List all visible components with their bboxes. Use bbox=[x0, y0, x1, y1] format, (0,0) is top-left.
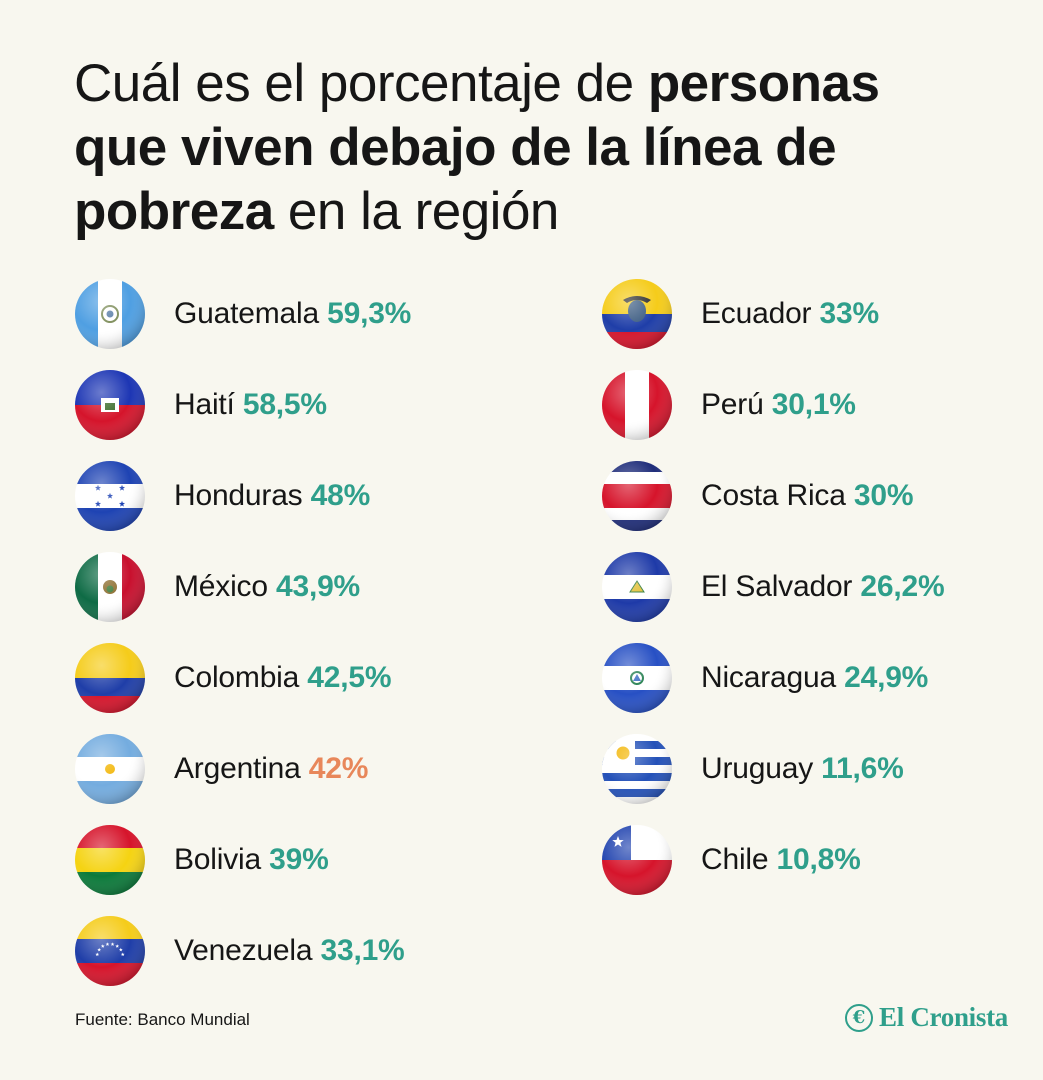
poverty-percentage: 42,5% bbox=[307, 660, 392, 694]
country-label: Guatemala 59,3% bbox=[174, 297, 411, 331]
title-regular-part: Cuál es el porcentaje de bbox=[74, 54, 648, 113]
country-name: Guatemala bbox=[174, 296, 319, 330]
country-row-ecuador: Ecuador 33% bbox=[601, 268, 944, 359]
country-list-left: Guatemala 59,3% Haití 58,5% Honduras 48% Mé… bbox=[74, 268, 411, 996]
country-name: Nicaragua bbox=[701, 660, 836, 694]
poverty-percentage: 43,9% bbox=[275, 569, 361, 603]
poverty-percentage: 58,5% bbox=[242, 387, 327, 421]
title-tail-part: en la región bbox=[273, 182, 560, 241]
nicaragua-flag-icon bbox=[602, 642, 672, 713]
argentina-flag-icon bbox=[75, 733, 145, 804]
poverty-percentage: 10,8% bbox=[776, 842, 861, 876]
country-label: Costa Rica 30% bbox=[701, 478, 914, 513]
country-row-bolivia: Bolivia 39% bbox=[74, 814, 411, 905]
brand-logo[interactable]: € El Cronista bbox=[845, 1002, 1008, 1033]
chart-title: Cuál es el porcentaje de personas que vi… bbox=[74, 52, 974, 244]
bolivia-flag-icon bbox=[75, 824, 145, 895]
colombia-flag-icon bbox=[75, 642, 145, 713]
poverty-percentage: 59,3% bbox=[327, 296, 412, 330]
country-label: Ecuador 33% bbox=[701, 297, 879, 331]
ecuador-flag-icon bbox=[602, 278, 672, 349]
country-label: Uruguay 11,6% bbox=[701, 752, 904, 786]
country-row-chile: Chile 10,8% bbox=[601, 814, 944, 905]
country-name: Ecuador bbox=[701, 296, 812, 330]
guatemala-flag-icon bbox=[75, 278, 145, 349]
country-row-guatemala: Guatemala 59,3% bbox=[74, 268, 411, 359]
mexico-flag-icon bbox=[75, 551, 145, 622]
country-row-haiti: Haití 58,5% bbox=[74, 359, 411, 450]
country-name: Argentina bbox=[174, 751, 301, 785]
country-label: Colombia 42,5% bbox=[174, 660, 392, 695]
el-salvador-flag-icon bbox=[602, 551, 672, 622]
country-name: Bolivia bbox=[174, 842, 261, 876]
country-name: Haití bbox=[174, 387, 235, 421]
country-name: El Salvador bbox=[701, 569, 853, 603]
costa-rica-flag-icon bbox=[602, 460, 672, 531]
country-row-el-salvador: El Salvador 26,2% bbox=[601, 541, 945, 632]
country-label: Argentina 42% bbox=[174, 752, 368, 786]
poverty-percentage: 42% bbox=[308, 751, 369, 785]
haiti-flag-icon bbox=[75, 369, 145, 440]
country-name: Uruguay bbox=[701, 751, 813, 785]
country-name: Perú bbox=[701, 387, 764, 421]
country-row-nicaragua: Nicaragua 24,9% bbox=[601, 632, 944, 723]
country-row-peru: Perú 30,1% bbox=[601, 359, 944, 450]
country-label: Haití 58,5% bbox=[174, 388, 327, 422]
country-label: Bolivia 39% bbox=[174, 843, 329, 877]
poverty-percentage: 48% bbox=[310, 478, 371, 512]
brand-name: El Cronista bbox=[879, 1002, 1008, 1032]
country-name: Chile bbox=[701, 842, 769, 876]
poverty-percentage: 24,9% bbox=[844, 660, 929, 694]
poverty-percentage: 30,1% bbox=[771, 387, 856, 421]
country-row-venezuela: Venezuela 33,1% bbox=[74, 905, 411, 996]
country-row-mexico: México 43,9% bbox=[74, 541, 411, 632]
brand-mark-icon: € bbox=[845, 1003, 873, 1032]
country-row-costa-rica: Costa Rica 30% bbox=[601, 450, 944, 541]
country-label: Honduras 48% bbox=[174, 479, 370, 513]
poverty-percentage: 30% bbox=[853, 478, 914, 512]
country-name: Venezuela bbox=[174, 933, 313, 967]
country-row-colombia: Colombia 42,5% bbox=[74, 632, 411, 723]
honduras-flag-icon bbox=[75, 460, 145, 531]
country-label: México 43,9% bbox=[174, 570, 360, 604]
country-name: Colombia bbox=[174, 660, 300, 694]
poverty-percentage: 26,2% bbox=[860, 569, 945, 603]
country-list-right: Ecuador 33% Perú 30,1% Costa Rica 30% El Sa… bbox=[601, 268, 945, 905]
country-label: El Salvador 26,2% bbox=[701, 569, 945, 604]
poverty-percentage: 39% bbox=[269, 842, 329, 876]
country-name: Honduras bbox=[174, 478, 303, 512]
country-name: México bbox=[174, 569, 268, 603]
poverty-percentage: 33,1% bbox=[320, 933, 405, 967]
source-note: Fuente: Banco Mundial bbox=[75, 1010, 250, 1029]
poverty-percentage: 11,6% bbox=[821, 751, 904, 785]
chile-flag-icon bbox=[602, 824, 672, 895]
country-row-uruguay: Uruguay 11,6% bbox=[601, 723, 944, 814]
country-label: Chile 10,8% bbox=[701, 843, 861, 877]
venezuela-flag-icon bbox=[75, 915, 145, 986]
poverty-percentage: 33% bbox=[819, 296, 879, 330]
country-label: Nicaragua 24,9% bbox=[701, 661, 928, 695]
uruguay-flag-icon bbox=[602, 733, 672, 804]
country-name: Costa Rica bbox=[701, 478, 846, 512]
country-label: Venezuela 33,1% bbox=[174, 934, 405, 968]
title-bold-part: personas que viven debajo de la línea de… bbox=[74, 54, 880, 241]
peru-flag-icon bbox=[602, 369, 672, 440]
country-row-honduras: Honduras 48% bbox=[74, 450, 411, 541]
country-label: Perú 30,1% bbox=[701, 388, 856, 422]
country-row-argentina: Argentina 42% bbox=[74, 723, 411, 814]
